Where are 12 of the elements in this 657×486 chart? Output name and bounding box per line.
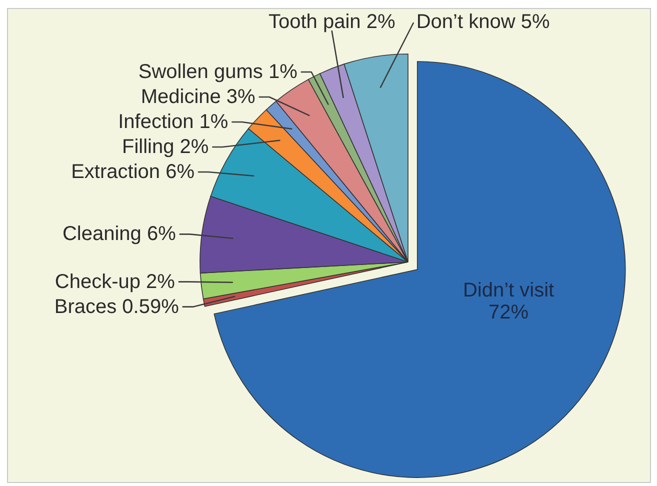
slice-label: Extraction 6% [71,161,195,183]
data-label: 72% [488,302,529,324]
slice-label: Cleaning 6% [62,223,176,246]
slice-label: Swollen gums 1% [138,61,298,83]
slice-label: Check-up 2% [54,270,176,293]
slice-label: Tooth pain 2% [268,11,396,33]
slice-label: Didn’t visit [462,280,555,302]
slice-label: Don’t know 5% [416,11,550,33]
slice-label: Medicine 3% [140,86,256,108]
slice-label: Braces 0.59% [54,296,180,318]
slice-label: Filling 2% [122,136,209,158]
slice-label: Infection 1% [118,111,228,133]
